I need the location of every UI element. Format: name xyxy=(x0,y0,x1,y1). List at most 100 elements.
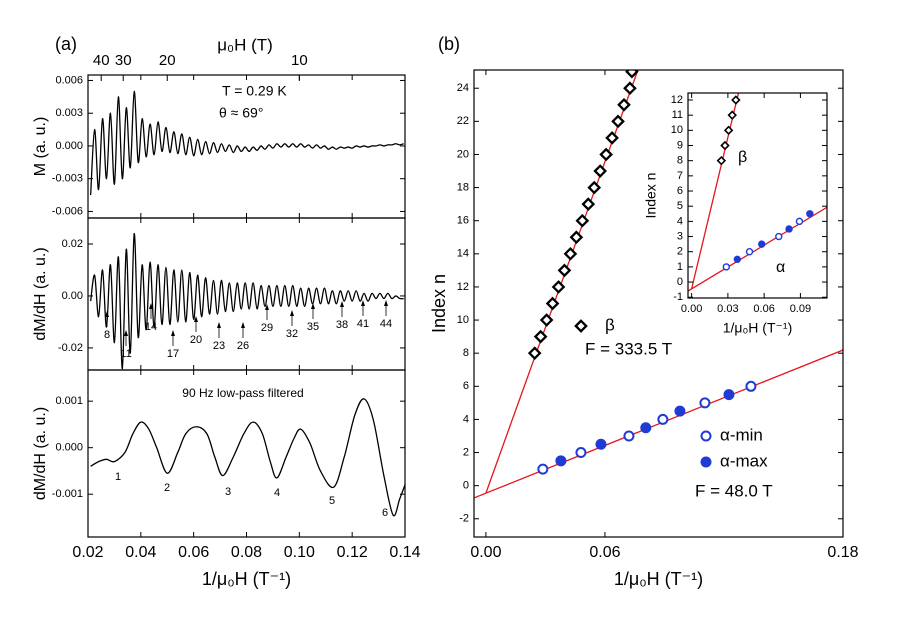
diamond-marker xyxy=(587,180,602,195)
arrow-head xyxy=(124,330,128,336)
arrow-head xyxy=(290,310,294,316)
circle-marker xyxy=(575,447,587,459)
annotation: 11 xyxy=(120,348,131,360)
y-tick-label: 22 xyxy=(457,115,469,127)
y-tick-label: 0.000 xyxy=(55,140,83,152)
legend-marker xyxy=(700,456,712,468)
arrow-head xyxy=(171,330,175,336)
x-tick-label: 0.06 xyxy=(589,544,620,561)
diamond-marker xyxy=(527,346,542,361)
y-tick-label: 0.02 xyxy=(62,238,83,250)
y-tick-label: 0.001 xyxy=(55,395,83,407)
fit-line xyxy=(474,349,843,499)
plot xyxy=(89,232,404,370)
circle-marker xyxy=(775,232,783,241)
diamond-marker xyxy=(599,147,613,162)
circle-marker xyxy=(640,422,652,434)
plot xyxy=(89,90,404,196)
legend-marker xyxy=(700,430,712,442)
circle-marker xyxy=(699,397,711,409)
y-tick-label: 0.000 xyxy=(55,442,83,454)
diamond-marker xyxy=(731,95,741,105)
arrow-head xyxy=(265,304,269,310)
y-tick-label: 6 xyxy=(677,185,683,197)
arrow-head xyxy=(340,301,344,307)
arrow-head xyxy=(311,303,315,309)
y-tick-label: 20 xyxy=(457,148,469,160)
x-tick-label: 0.08 xyxy=(231,544,262,561)
annotation: 6 xyxy=(382,507,388,519)
y-tick-label: 8 xyxy=(463,347,469,359)
plot-frame xyxy=(473,69,844,538)
y-tick-label: 2 xyxy=(463,446,469,458)
diamond-marker xyxy=(581,197,596,211)
circle-marker xyxy=(806,210,814,218)
data-line xyxy=(89,90,404,196)
circle-marker xyxy=(722,263,731,271)
x-tick-label: 0.00 xyxy=(681,303,702,315)
y-tick-label: 10 xyxy=(671,124,683,136)
x-tick-label: 0.10 xyxy=(284,544,315,561)
y-tick-label: 6 xyxy=(463,380,469,392)
arrow-head xyxy=(149,303,153,309)
annotation: θ ≈ 69° xyxy=(219,105,263,121)
legend-label: α-max xyxy=(720,451,768,470)
x2-tick-label: 40 xyxy=(93,52,110,69)
annotation: 1 xyxy=(115,471,121,483)
y-tick-label: 9 xyxy=(677,139,683,151)
diamond-marker xyxy=(575,213,590,228)
arrow-head xyxy=(194,316,198,322)
y-tick-label: 0 xyxy=(677,276,683,288)
circle-marker xyxy=(733,255,742,264)
y-tick-label: -0.02 xyxy=(58,342,83,354)
y-tick-label: 0 xyxy=(463,480,469,492)
arrow-head xyxy=(241,322,245,328)
plot xyxy=(474,70,843,499)
y-tick-label: 1 xyxy=(677,261,683,273)
y-tick-label: 0.003 xyxy=(55,107,83,119)
diamond-marker xyxy=(533,329,548,344)
annotation: 2 xyxy=(164,482,170,494)
y-axis-label: Index n xyxy=(429,274,449,333)
legend-label: β xyxy=(605,315,615,334)
diamond-marker xyxy=(557,263,572,278)
circle-marker xyxy=(785,225,793,233)
diamond-marker xyxy=(545,296,560,311)
x-tick-label: 0.12 xyxy=(337,544,368,561)
circle-marker xyxy=(657,413,669,425)
data-line xyxy=(90,398,405,517)
x-tick-label: 0.03 xyxy=(717,303,738,315)
annotation: 38 xyxy=(336,319,348,331)
diamond-marker xyxy=(623,81,637,96)
y-tick-label: -1 xyxy=(673,291,683,303)
diamond-marker xyxy=(551,280,566,294)
y-axis-label: dM/dH (a. u.) xyxy=(32,407,49,500)
circle-marker xyxy=(758,240,766,248)
circle-marker xyxy=(745,248,754,256)
x-tick-label: 0.04 xyxy=(125,544,156,561)
y-tick-label: 7 xyxy=(677,170,683,182)
annotation: β xyxy=(738,149,747,166)
circle-marker xyxy=(674,405,686,417)
diamond-marker xyxy=(611,114,625,129)
annotation: 3 xyxy=(225,486,231,498)
annotation: 5 xyxy=(329,495,335,507)
annotation: 44 xyxy=(380,318,392,330)
x2-tick-label: 20 xyxy=(159,52,176,69)
arrow-head xyxy=(105,311,109,317)
y-tick-label: 4 xyxy=(677,215,683,227)
annotation: F = 48.0 T xyxy=(695,481,773,500)
plot xyxy=(90,398,405,517)
y-tick-label: 0.006 xyxy=(55,74,83,86)
diamond-marker xyxy=(569,230,584,245)
y-tick-label: 12 xyxy=(671,94,683,106)
diamond-marker xyxy=(720,140,730,151)
diamond-marker xyxy=(716,155,727,166)
annotation: 29 xyxy=(261,322,273,334)
x2-axis-label: μ₀H (T) xyxy=(217,35,273,54)
annotation: 4 xyxy=(274,487,280,499)
x-tick-label: 0.02 xyxy=(72,544,103,561)
y-tick-label: 3 xyxy=(677,230,683,242)
